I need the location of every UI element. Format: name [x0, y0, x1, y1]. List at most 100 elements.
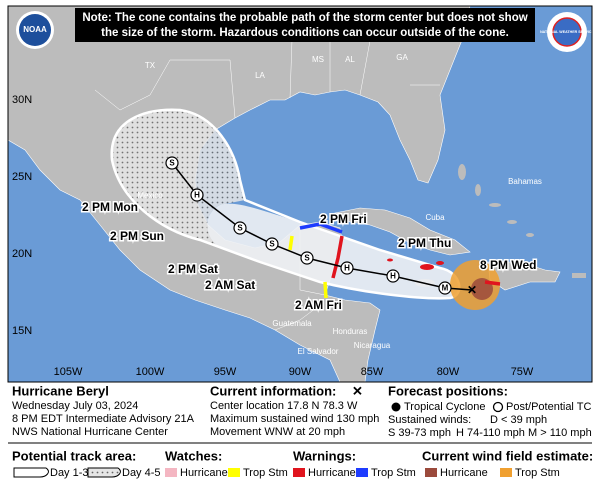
point-letter: S	[304, 254, 310, 263]
lat-lon-labels: 30N 25N 20N 15N 105W 100W 95W 90W 85W 80W 75W	[12, 94, 534, 378]
advisory: 8 PM EDT Intermediate Advisory 21A	[12, 413, 195, 425]
wind-s: S 39-73 mph	[388, 427, 451, 439]
tc-label: Tropical Cyclone	[404, 401, 486, 413]
warn-ts-label: Trop Stm	[371, 467, 416, 479]
wind-title: Current wind field estimate:	[422, 448, 593, 463]
lon-label: 75W	[511, 366, 534, 378]
watch-ts-swatch	[228, 468, 240, 477]
storm-name: Hurricane Beryl	[12, 383, 109, 398]
lat-label: 15N	[12, 325, 32, 337]
wind-d: D < 39 mph	[490, 414, 547, 426]
forecast-point	[438, 281, 452, 295]
day45-cone	[111, 109, 246, 250]
forecast-point	[265, 237, 279, 251]
place-label: TX	[145, 61, 156, 70]
watch-hurricane-label: Hurricane	[180, 467, 228, 479]
point-letter: H	[344, 264, 350, 273]
lon-label: 80W	[437, 366, 460, 378]
point-time: 8 PM Wed	[480, 258, 536, 272]
note-line: the size of the storm. Hazardous conditi…	[101, 27, 509, 39]
wind-ts-swatch	[500, 468, 512, 477]
coastal-warnings	[288, 222, 501, 299]
forecast-point	[386, 269, 400, 283]
place-label: Mexico	[137, 191, 163, 200]
day45-swatch	[87, 467, 121, 478]
lat-label: 30N	[12, 94, 32, 106]
place-label: LA	[255, 71, 265, 80]
map: M 8 PM Wed H 2 PM Thu H 2 AM Fri S 2 PM Fri S 2 A…	[8, 6, 594, 382]
lat-label: 20N	[12, 248, 32, 260]
warning-islands	[387, 258, 444, 270]
forecast-points: M 8 PM Wed H 2 PM Thu H 2 AM Fri S 2 PM Fri S 2 A…	[81, 156, 538, 314]
note-box	[75, 8, 535, 42]
ptc-symbol	[492, 401, 504, 413]
wind-hurricane-label: Hurricane	[440, 467, 488, 479]
current-location: Center location 17.8 N 78.3 W	[210, 400, 358, 412]
day13-label: Day 1-3	[50, 467, 89, 479]
point-letter: S	[237, 224, 243, 233]
place-label: Honduras	[333, 327, 368, 336]
watches-title: Watches:	[165, 448, 222, 463]
puerto-rico	[572, 273, 586, 278]
forecast-point	[165, 156, 179, 170]
tc-symbol	[391, 402, 401, 412]
note-line: Note: The cone contains the probable pat…	[82, 12, 527, 24]
warnings-title: Warnings:	[293, 448, 356, 463]
warn-ts-swatch	[356, 468, 368, 477]
point-letter: H	[390, 272, 396, 281]
warn-hurricane-swatch	[293, 468, 305, 477]
place-label: El Salvador	[298, 347, 339, 356]
point-time: 2 PM Sat	[168, 262, 218, 276]
day45-label: Day 4-5	[122, 467, 161, 479]
nws-logo: NATIONAL WEATHER SERVICE	[540, 12, 594, 52]
current-symbol: ✕	[352, 383, 363, 398]
warn-hurricane-label: Hurricane	[308, 467, 356, 479]
map-frame	[7, 5, 593, 383]
lon-label: 105W	[54, 366, 83, 378]
point-letter: S	[169, 159, 175, 168]
cuba	[334, 207, 471, 256]
bahamas-islands	[458, 164, 534, 237]
point-time: 2 PM Mon	[82, 200, 138, 214]
place-label: Guatemala	[272, 319, 312, 328]
current-movement: Movement WNW at 20 mph	[210, 426, 345, 438]
wind-h: H 74-110 mph	[456, 427, 525, 439]
logo-text: NOAA	[23, 25, 47, 34]
track-title: Potential track area:	[12, 448, 136, 463]
winds-title: Sustained winds:	[388, 414, 471, 426]
point-time: 2 PM Sun	[110, 229, 164, 243]
cone-outline	[110, 108, 461, 300]
point-time: 2 PM Fri	[320, 212, 367, 226]
ptc-label: Post/Potential TC	[506, 401, 591, 413]
lon-label: 90W	[289, 366, 312, 378]
watch-ts-label: Trop Stm	[243, 467, 288, 479]
forecast-title: Forecast positions:	[388, 383, 508, 398]
point-time: 2 AM Sat	[205, 278, 255, 292]
lon-label: 85W	[361, 366, 384, 378]
office: NWS National Hurricane Center	[12, 426, 168, 438]
day13-swatch	[13, 467, 49, 478]
noaa-logo: NOAA	[16, 11, 54, 49]
current-wind: Maximum sustained wind 130 mph	[210, 413, 379, 425]
current-title: Current information:	[210, 383, 336, 398]
lon-label: 100W	[136, 366, 165, 378]
place-label: Bahamas	[508, 177, 542, 186]
place-label: MS	[312, 55, 324, 64]
place-label: GA	[396, 53, 408, 62]
forecast-point	[190, 188, 204, 202]
current-position: ✕	[467, 283, 477, 297]
point-letter: S	[269, 240, 275, 249]
lat-label: 25N	[12, 171, 32, 183]
storm-date: Wednesday July 03, 2024	[12, 400, 138, 412]
lon-label: 95W	[214, 366, 237, 378]
logo-text: NATIONAL WEATHER SERVICE	[540, 30, 594, 34]
place-label: AL	[345, 55, 355, 64]
wind-ts-label: Trop Stm	[515, 467, 560, 479]
point-letter: H	[194, 191, 200, 200]
wind-m: M > 110 mph	[528, 427, 592, 439]
watch-hurricane-swatch	[165, 468, 177, 477]
forecast-point	[233, 221, 247, 235]
